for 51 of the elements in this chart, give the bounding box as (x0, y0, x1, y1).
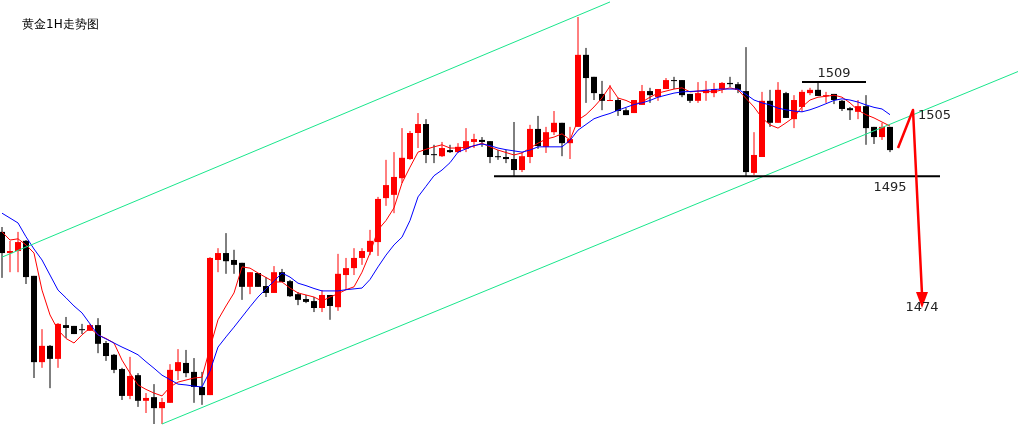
candlestick (391, 151, 397, 214)
candlestick (647, 87, 653, 104)
candlestick (303, 294, 309, 304)
candlestick (231, 249, 237, 275)
candlestick (183, 349, 189, 378)
candlestick (471, 133, 477, 149)
candlestick (175, 348, 181, 381)
candlestick (751, 131, 757, 176)
candlestick (551, 110, 557, 136)
candlestick (311, 296, 317, 313)
candlestick (215, 247, 221, 273)
candlestick (535, 115, 541, 150)
chart-title: 黄金1H走势图 (22, 16, 99, 33)
candlestick (399, 127, 405, 184)
candlestick (583, 47, 589, 104)
candlestick (431, 144, 437, 164)
candlestick (143, 392, 149, 414)
candlestick (63, 316, 69, 339)
candlestick (199, 371, 205, 406)
candlestick (39, 328, 45, 369)
candlestick (415, 112, 421, 149)
candlestick (847, 106, 853, 121)
candlestick (79, 323, 85, 335)
annotation: 1474 (905, 299, 939, 314)
candlestick (111, 353, 117, 374)
annotation: 1505 (918, 107, 952, 122)
candlestick (887, 126, 893, 153)
candlestick (0, 226, 5, 279)
candlestick (247, 271, 253, 295)
annotation: 1495 (873, 179, 907, 194)
candlestick (351, 247, 357, 276)
candlestick (503, 149, 509, 164)
candlestick (343, 257, 349, 291)
candlestick (767, 89, 773, 128)
candlestick (519, 151, 525, 173)
candlestick (671, 76, 677, 90)
candlestick (223, 232, 229, 275)
candlestick (159, 397, 165, 425)
candlestick (95, 317, 101, 354)
candlestick (103, 340, 109, 362)
candlestick (807, 87, 813, 96)
candlestick (359, 247, 365, 266)
candlestick (383, 159, 389, 207)
candlestick (479, 136, 485, 148)
candlestick (47, 344, 53, 389)
annotation: 1509 (817, 65, 851, 80)
candlestick (447, 144, 453, 154)
candlestick (799, 89, 805, 113)
candlestick (495, 149, 501, 161)
candlestick (863, 94, 869, 146)
candlestick (151, 383, 157, 425)
